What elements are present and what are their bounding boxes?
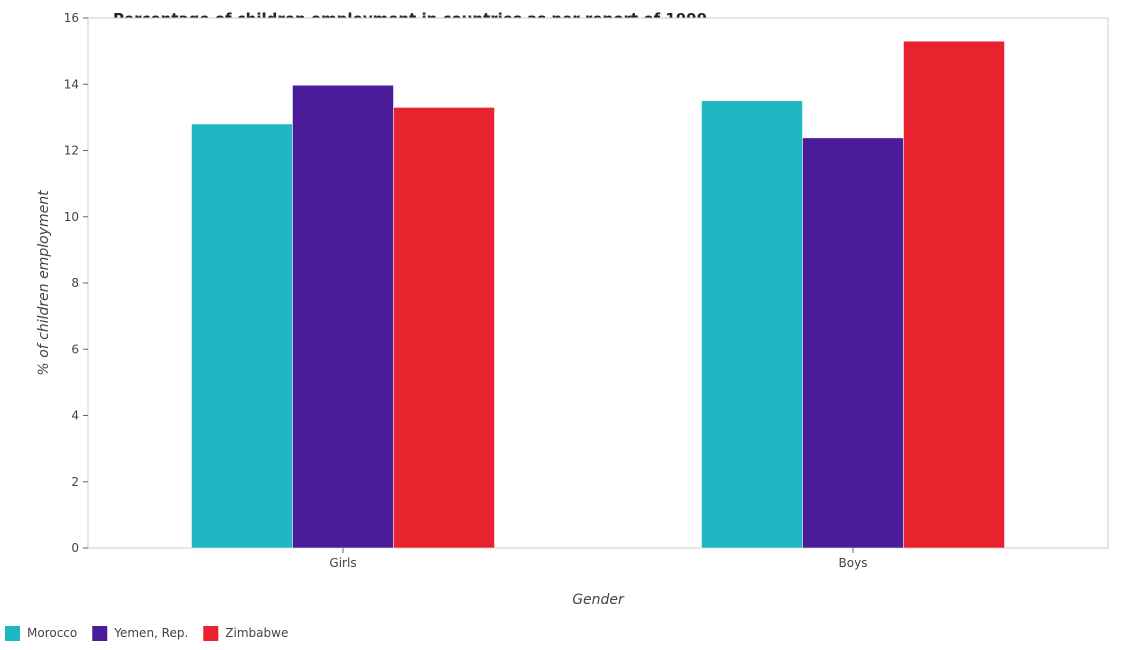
legend-label: Morocco	[27, 626, 77, 640]
y-tick-label: 2	[71, 475, 79, 489]
legend-swatch	[203, 626, 219, 641]
legend-swatch	[92, 626, 108, 641]
bar-yemen-rep--boys	[802, 137, 904, 549]
bar-yemen-rep--girls	[292, 84, 394, 549]
bar-morocco-girls	[191, 123, 293, 549]
y-tick-label: 12	[64, 144, 79, 158]
bars	[191, 40, 1005, 549]
y-tick-label: 6	[71, 342, 79, 356]
bar-morocco-boys	[701, 100, 803, 549]
y-tick-label: 10	[64, 210, 79, 224]
x-tick-label: Girls	[329, 556, 356, 570]
y-tick-label: 4	[71, 409, 79, 423]
legend-label: Zimbabwe	[225, 626, 288, 640]
y-axis: 0 2 4 6 8 10 12 14 16	[64, 11, 88, 555]
x-axis-title: Gender	[572, 592, 625, 608]
legend-label: Yemen, Rep.	[113, 626, 188, 640]
x-tick-label: Boys	[839, 556, 868, 570]
legend-swatch	[5, 626, 20, 641]
y-tick-label: 0	[71, 541, 79, 555]
y-tick-label: 14	[64, 77, 79, 91]
x-axis: Girls Boys	[329, 548, 867, 570]
bar-zimbabwe-girls	[393, 107, 495, 549]
y-tick-label: 16	[64, 11, 79, 25]
y-axis-title: % of children employment	[36, 190, 52, 376]
bar-zimbabwe-boys	[903, 40, 1005, 549]
legend: Morocco Yemen, Rep. Zimbabwe	[5, 626, 288, 641]
y-tick-label: 8	[71, 276, 79, 290]
